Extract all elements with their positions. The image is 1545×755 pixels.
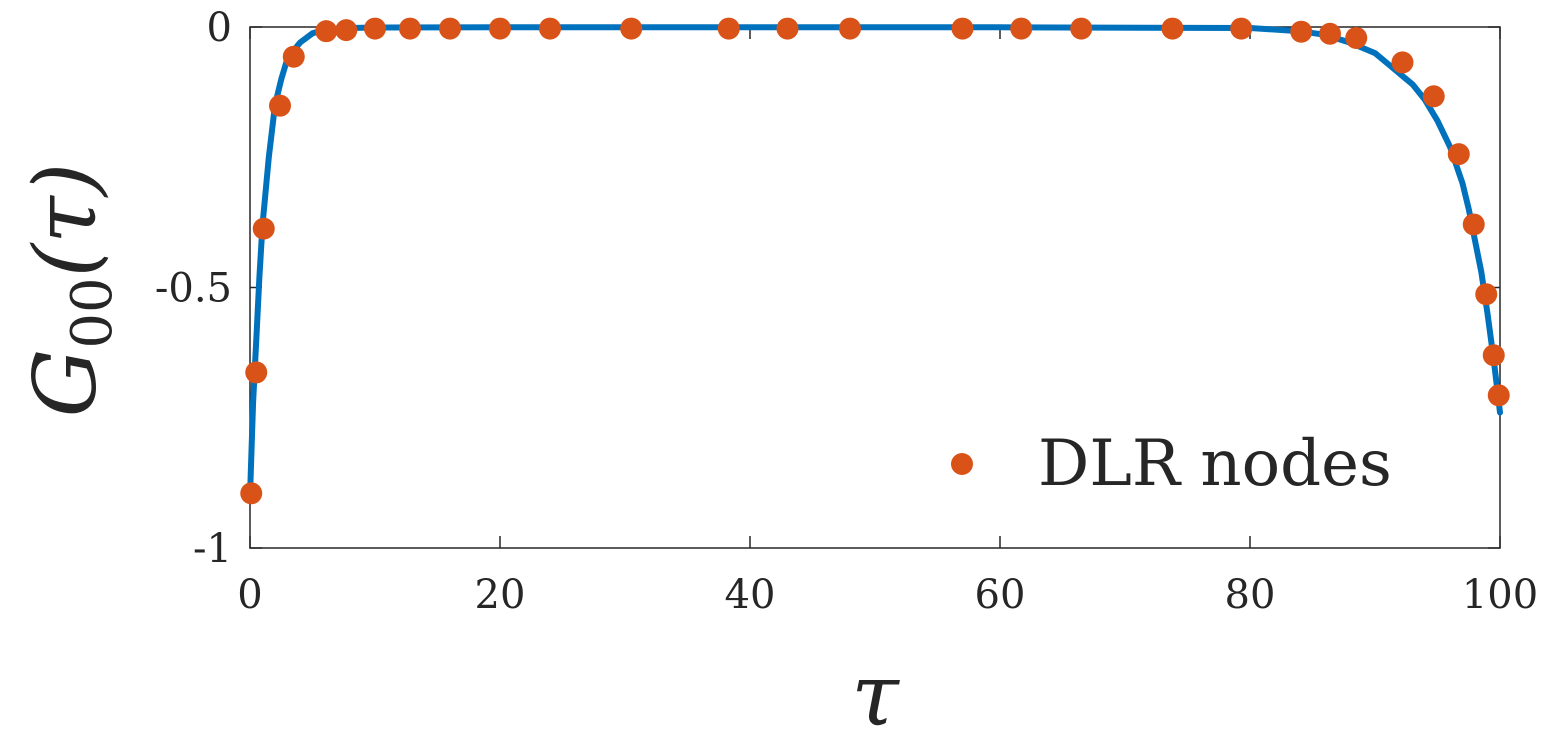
data-point <box>282 45 305 68</box>
y-axis-title-base: G <box>16 349 116 418</box>
data-point <box>1422 85 1445 108</box>
y-tick-label: -0.5 <box>155 266 232 312</box>
y-axis-title-argument: (τ) <box>16 163 116 278</box>
data-point <box>240 482 263 505</box>
x-axis-title: τ <box>851 646 900 746</box>
curve-line <box>247 24 1503 499</box>
data-point <box>1230 17 1253 40</box>
data-point <box>539 17 561 40</box>
data-point <box>839 17 861 40</box>
data-point <box>1482 344 1505 367</box>
x-tick-label: 0 <box>237 572 262 618</box>
data-point <box>717 17 740 40</box>
data-point <box>1345 26 1368 49</box>
legend-label: DLR nodes <box>1038 427 1392 501</box>
y-axis-title-subscript: 00 <box>60 277 125 348</box>
y-tick-label: 0 <box>207 5 232 51</box>
data-point <box>1487 384 1510 407</box>
data-point <box>1070 17 1093 40</box>
y-tick-label: -1 <box>193 526 232 572</box>
data-point <box>620 17 643 40</box>
series-points <box>240 17 1510 505</box>
x-tick-label: 100 <box>1462 572 1538 618</box>
data-point <box>1447 143 1470 166</box>
data-point <box>776 17 799 40</box>
data-point <box>315 20 338 43</box>
data-point <box>1462 213 1485 236</box>
x-tick-label: 60 <box>975 572 1026 618</box>
data-point <box>439 17 461 40</box>
data-point <box>1319 22 1341 45</box>
data-point <box>399 17 421 40</box>
data-point <box>335 19 358 42</box>
legend: DLR nodes <box>951 427 1392 501</box>
curve-layer <box>247 24 1503 499</box>
data-point <box>1161 17 1184 40</box>
data-point <box>269 94 291 117</box>
data-point <box>245 361 268 384</box>
svg-text:G00(τ): G00(τ) <box>16 163 125 418</box>
legend-marker <box>951 453 973 475</box>
data-point <box>1391 51 1414 74</box>
x-tick-label: 80 <box>1225 572 1276 618</box>
ticks: 0 20 40 60 80 100 0 -0.5 -1 <box>155 5 1538 618</box>
y-axis-title: G00(τ) <box>16 163 125 418</box>
data-point <box>951 17 974 40</box>
x-tick-label: 40 <box>725 572 776 618</box>
data-point <box>252 217 275 240</box>
data-point <box>489 17 511 40</box>
data-point <box>364 17 386 40</box>
data-point <box>1010 17 1033 40</box>
data-point <box>1475 283 1498 306</box>
x-tick-label: 20 <box>475 572 526 618</box>
data-point <box>1290 20 1313 43</box>
